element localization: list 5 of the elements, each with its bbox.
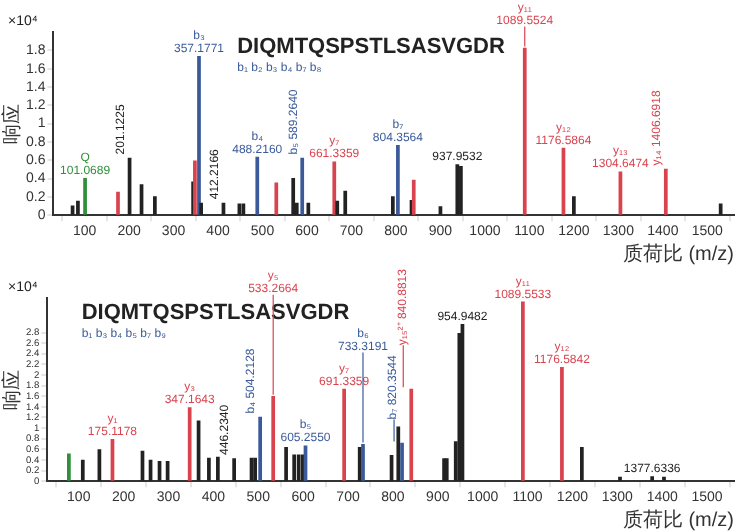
annotation: DIQMTQSPSTLSASVGDR <box>237 35 505 60</box>
y-axis-title: 响应 <box>0 369 24 410</box>
x-axis-title: 质荷比 (m/z) <box>622 241 734 266</box>
y-axis-title: 响应 <box>0 103 24 144</box>
x-axis-title: 质荷比 (m/z) <box>622 507 734 532</box>
